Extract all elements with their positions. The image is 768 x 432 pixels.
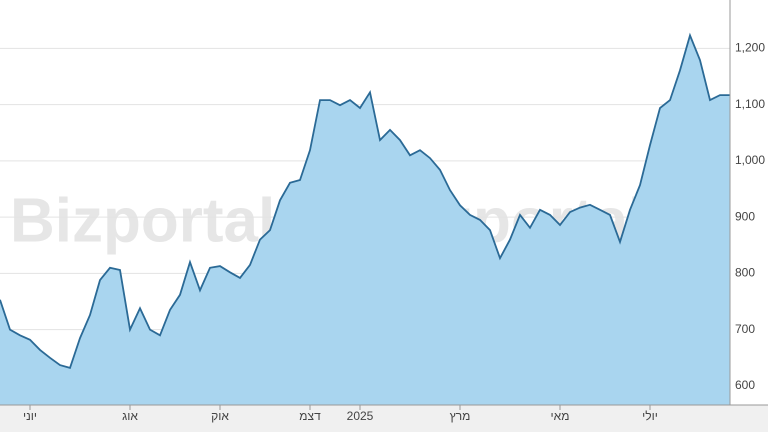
x-tick-label: דצמ (299, 409, 321, 423)
x-tick-label: מרץ (450, 409, 471, 423)
x-axis-band (0, 405, 768, 432)
area-fill (0, 35, 730, 406)
x-tick-label: אוג (122, 409, 138, 423)
y-tick-label: 1,000 (735, 153, 765, 167)
y-tick-label: 600 (735, 378, 755, 392)
x-tick-label: יולי (642, 409, 658, 423)
y-tick-label: 1,100 (735, 97, 765, 111)
y-tick-label: 700 (735, 322, 755, 336)
y-tick-label: 1,200 (735, 41, 765, 55)
x-tick-label: מאי (551, 409, 570, 423)
area-line (0, 32, 730, 369)
y-tick-label: 800 (735, 266, 755, 280)
x-tick-label: אוק (211, 409, 229, 423)
x-tick-label: יוני (23, 409, 37, 423)
watermark: Bizportal (10, 186, 275, 255)
x-tick-label: 2025 (347, 409, 374, 423)
y-tick-label: 900 (735, 209, 755, 223)
